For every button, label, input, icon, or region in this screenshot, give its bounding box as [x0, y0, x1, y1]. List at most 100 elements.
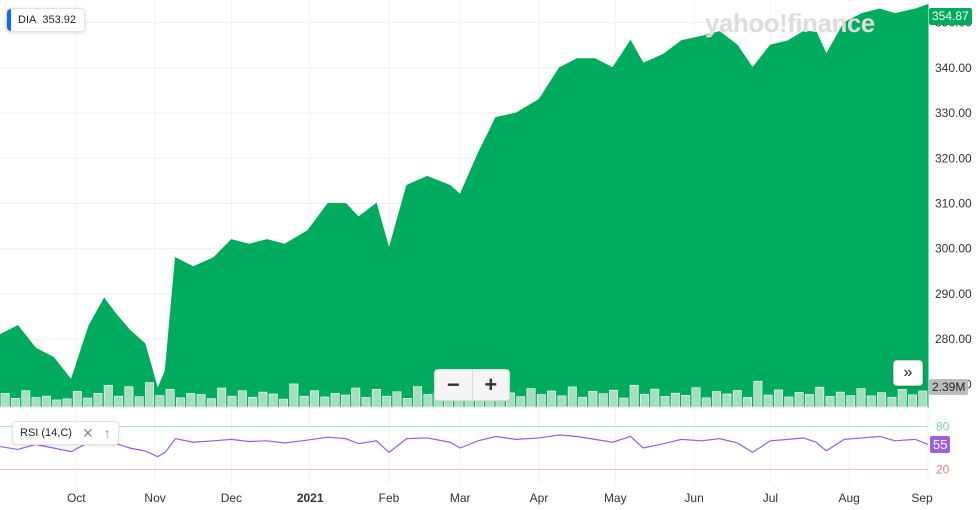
ticker-last-price: 353.92	[42, 14, 76, 26]
volume-bar	[217, 387, 227, 408]
volume-bar	[371, 389, 381, 408]
price-tick-label: 330.00	[935, 106, 972, 120]
volume-bar	[402, 398, 412, 408]
volume-bar	[774, 389, 783, 408]
volume-bar	[186, 393, 196, 408]
volume-bar	[660, 396, 670, 408]
volume-bar	[722, 393, 732, 408]
volume-bar	[598, 393, 608, 408]
ticker-color-marker	[7, 9, 11, 31]
volume-bar	[279, 398, 289, 408]
price-axis: 350.00340.00330.00320.00310.00300.00290.…	[935, 16, 972, 392]
time-tick-label: Dec	[221, 491, 242, 505]
current-rsi-tag: 55	[930, 436, 951, 453]
price-tick-label: 320.00	[935, 151, 972, 165]
volume-bar	[681, 395, 691, 408]
volume-bar	[753, 380, 763, 408]
volume-bar	[11, 398, 20, 408]
volume-bar	[175, 397, 185, 408]
volume-bar	[588, 390, 598, 408]
volume-bar	[237, 390, 247, 408]
volume-bar	[918, 390, 928, 408]
time-tick-label: Aug	[839, 491, 860, 505]
current-volume-tag: 2.39M	[929, 379, 969, 395]
ticker-symbol: DIA	[18, 14, 37, 26]
volume-bar	[536, 394, 546, 408]
rsi-label: RSI (14,C)	[20, 427, 72, 439]
volume-bar	[887, 396, 897, 408]
zoom-in-button[interactable]: +	[471, 370, 510, 400]
volume-bar	[351, 387, 361, 408]
volume-bar	[784, 396, 794, 408]
rsi-level-label: 80	[936, 419, 950, 433]
volume-bar	[124, 386, 134, 408]
volume-bar	[41, 395, 51, 408]
rsi-indicator-badge[interactable]: RSI (14,C) ✕ ↑	[12, 421, 119, 445]
volume-bar	[258, 391, 268, 408]
volume-bar	[670, 392, 680, 408]
price-tick-label: 340.00	[935, 61, 972, 75]
volume-bar	[712, 391, 722, 408]
time-tick-label: Jul	[763, 491, 778, 505]
rsi-level-label: 20	[936, 463, 950, 477]
volume-bar	[330, 393, 340, 408]
price-area	[0, 3, 929, 408]
volume-bar	[310, 390, 319, 408]
volume-bar	[83, 397, 93, 408]
volume-bar	[908, 394, 917, 408]
volume-bar	[93, 393, 103, 408]
volume-bar	[547, 390, 557, 408]
rsi-line	[0, 434, 929, 458]
volume-bar	[526, 388, 536, 408]
price-tick-label: 310.00	[935, 197, 972, 211]
volume-bar	[619, 397, 629, 408]
time-tick-label: Apr	[530, 491, 549, 505]
volume-bar	[382, 395, 392, 408]
yahoo-finance-watermark: yahoo!finance	[705, 8, 875, 38]
volume-bar	[320, 396, 330, 408]
volume-bar	[52, 399, 62, 408]
volume-bar	[103, 384, 113, 408]
time-tick-label: May	[604, 491, 627, 505]
volume-bar	[361, 397, 371, 408]
volume-bar	[72, 390, 82, 408]
volume-bar	[846, 395, 856, 408]
close-icon[interactable]: ✕	[81, 424, 94, 441]
volume-bar	[897, 389, 907, 408]
volume-bar	[145, 382, 154, 408]
volume-bar	[835, 391, 845, 408]
volume-bar	[155, 395, 165, 408]
double-chevron-right-icon: »	[903, 364, 913, 381]
volume-bar	[825, 396, 835, 408]
price-tick-label: 290.00	[935, 287, 972, 301]
volume-bar	[629, 384, 639, 408]
arrow-up-icon[interactable]: ↑	[103, 425, 111, 441]
volume-bar	[866, 395, 876, 408]
price-tick-label: 280.00	[935, 332, 972, 346]
volume-bar	[134, 396, 144, 408]
volume-bar	[299, 395, 309, 408]
expand-chart-button[interactable]: »	[893, 360, 923, 386]
volume-bar	[732, 390, 742, 408]
volume-bar	[413, 386, 423, 408]
volume-bar	[743, 397, 753, 408]
volume-bar	[0, 393, 10, 408]
time-tick-label: Nov	[144, 491, 165, 505]
volume-bar	[31, 397, 41, 408]
volume-bar	[21, 390, 31, 408]
volume-bar	[557, 395, 567, 408]
time-tick-label: Jun	[684, 491, 703, 505]
volume-bar	[877, 392, 887, 408]
time-tick-label: Feb	[379, 491, 400, 505]
volume-bar	[639, 393, 649, 408]
volume-bar	[165, 389, 175, 408]
zoom-out-button[interactable]: −	[446, 372, 460, 397]
volume-bar	[289, 383, 299, 408]
volume-bar	[62, 398, 72, 408]
zoom-controls: − +	[434, 369, 510, 401]
time-tick-label: Sep	[911, 491, 933, 505]
ticker-badge[interactable]: DIA 353.92	[6, 8, 85, 32]
current-price-tag: 354.87	[929, 8, 972, 25]
volume-bar	[206, 398, 216, 408]
